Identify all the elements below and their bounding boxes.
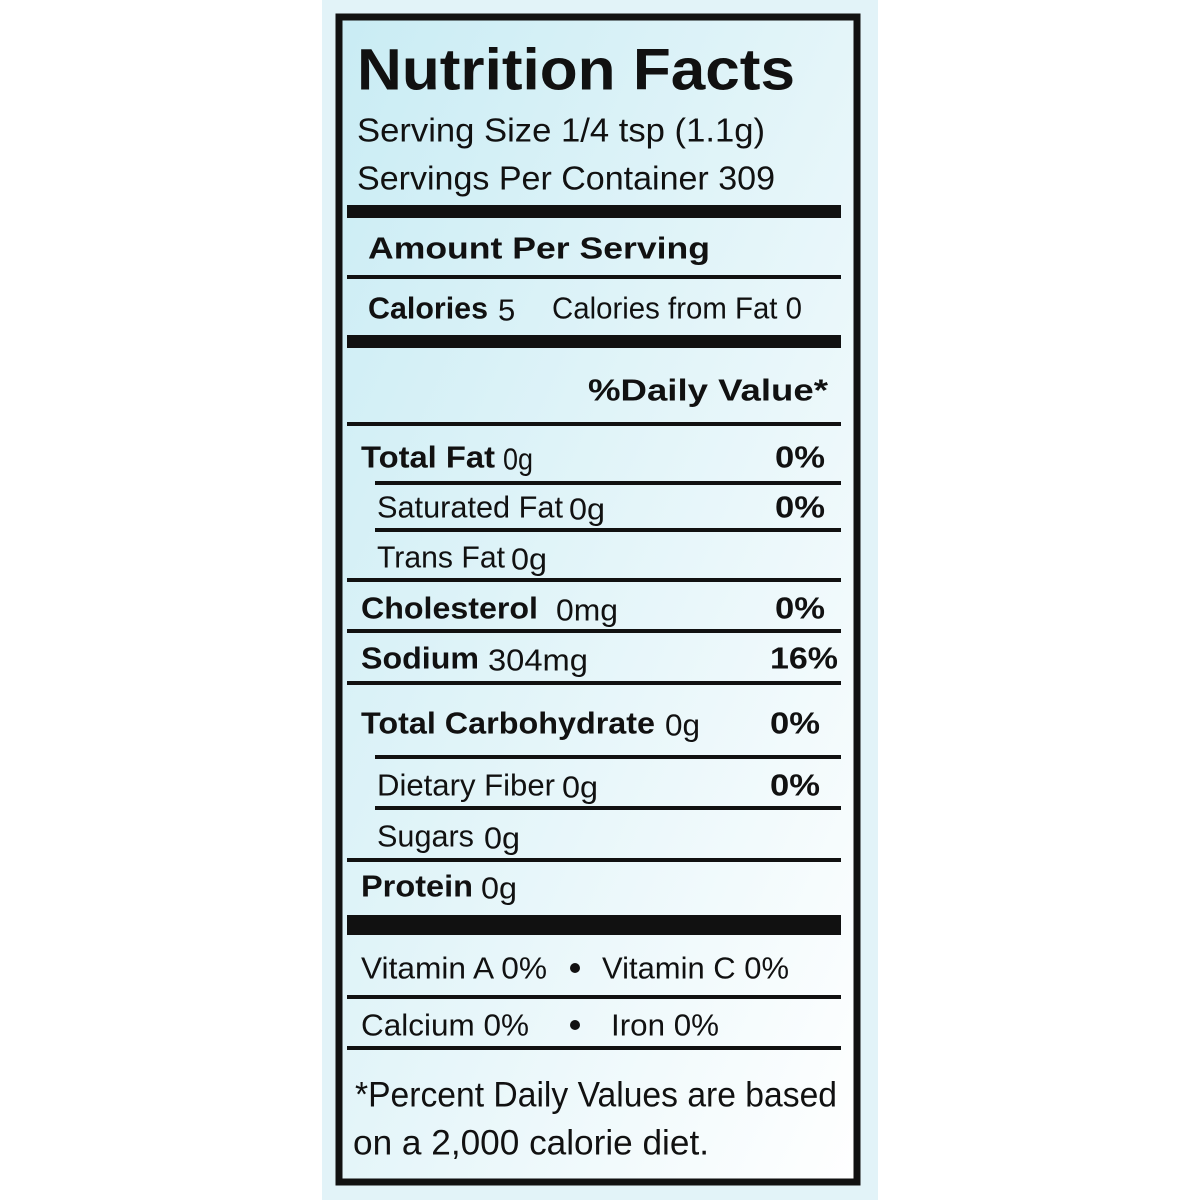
daily-value-header: %Daily Value* <box>588 373 829 408</box>
vitamin: Iron 0% <box>611 1008 719 1043</box>
thick-rule <box>347 205 841 218</box>
nutrient-name: Cholesterol <box>361 591 538 626</box>
nutrient-dv: 0% <box>770 706 820 741</box>
bullet <box>570 1020 580 1030</box>
nutrient-amount: 0g <box>511 542 547 577</box>
nutrient-dv: 0% <box>775 490 825 525</box>
nutrient-dv: 0% <box>775 440 825 475</box>
nutrient-amount: 0g <box>481 871 517 906</box>
nutrient-name: Sugars <box>377 819 474 854</box>
nutrient-name: Sodium <box>361 641 479 676</box>
nutrient-amount: 0g <box>484 821 520 856</box>
nutrient-name: Saturated Fat <box>377 490 563 525</box>
amount-per-serving: Amount Per Serving <box>368 231 710 266</box>
vitamin: Vitamin C 0% <box>602 951 789 986</box>
title: Nutrition Facts <box>357 38 795 103</box>
nutrient-name: Total Fat <box>361 440 495 475</box>
footnote: *Percent Daily Values are based <box>355 1076 837 1115</box>
nutrient-name: Dietary Fiber <box>377 768 555 803</box>
nutrient-name: Trans Fat <box>377 540 505 575</box>
servings-per-container: Servings Per Container 309 <box>357 160 775 197</box>
nutrient-name: Protein <box>361 869 473 904</box>
nutrient-amount: 0g <box>665 708 700 743</box>
thick-rule <box>347 335 841 348</box>
vitamin: Calcium 0% <box>361 1008 529 1043</box>
vitamin: Vitamin A 0% <box>361 951 547 986</box>
thick-rule <box>347 915 841 935</box>
serving-size: Serving Size 1/4 tsp (1.1g) <box>357 112 765 149</box>
nutrient-dv: 0% <box>775 591 825 626</box>
nutrient-dv: 16% <box>770 641 838 676</box>
calories-label: Calories <box>368 291 488 326</box>
nutrient-amount: 0g <box>569 492 605 527</box>
nutrient-amount: 0g <box>562 770 598 805</box>
calories-from-fat: Calories from Fat 0 <box>552 291 802 326</box>
nutrient-amount: 0g <box>503 442 533 477</box>
nutrient-amount: 304mg <box>488 643 588 678</box>
nutrient-amount: 0mg <box>556 593 618 628</box>
footnote: on a 2,000 calorie diet. <box>353 1124 709 1163</box>
calories-value: 5 <box>498 293 515 328</box>
nutrient-dv: 0% <box>770 768 820 803</box>
bullet <box>570 963 580 973</box>
nutrient-name: Total Carbohydrate <box>361 706 655 741</box>
